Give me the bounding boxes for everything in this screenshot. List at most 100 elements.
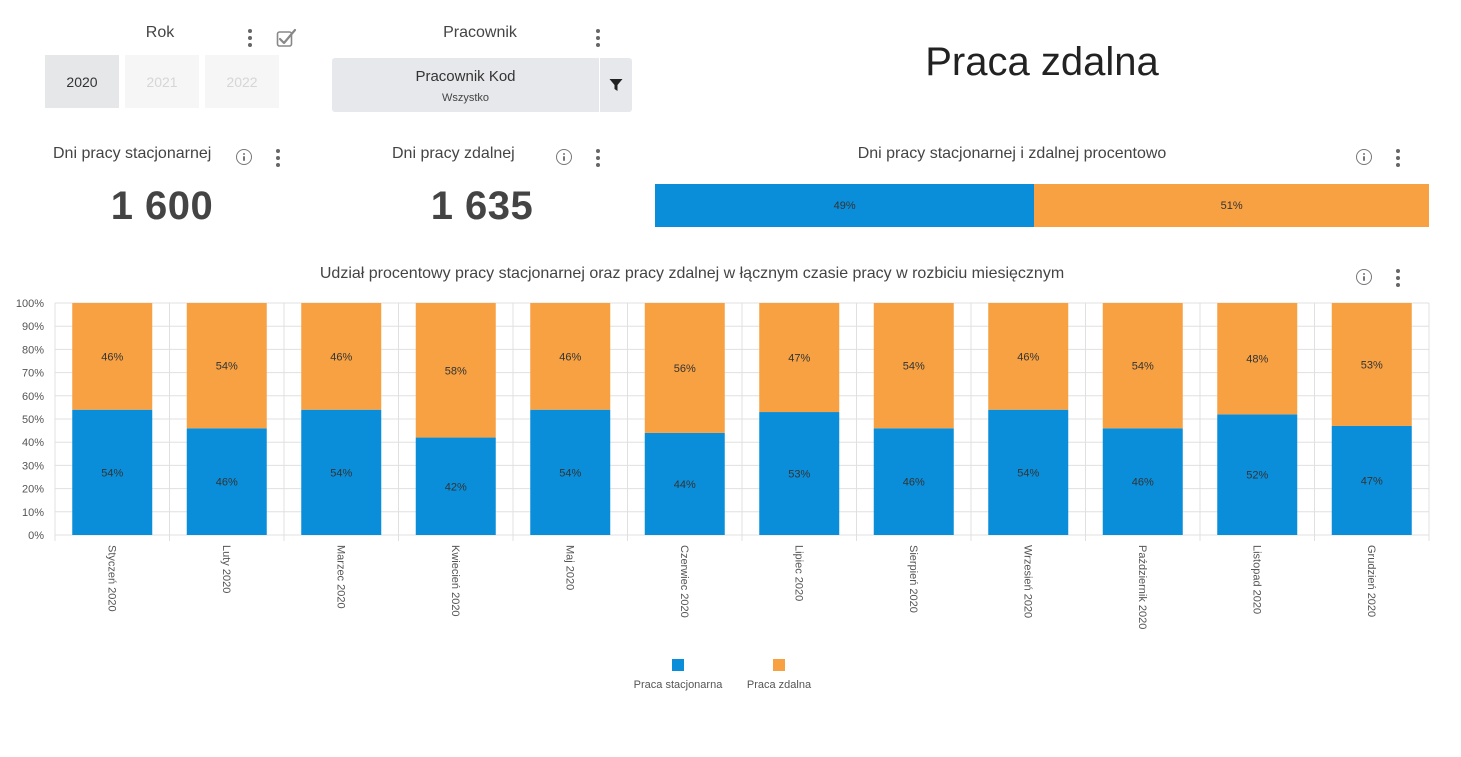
chart-title: Udział procentowy pracy stacjonarnej ora… [319, 265, 1065, 282]
y-tick-label: 10% [22, 507, 44, 519]
data-label: 53% [1361, 359, 1383, 371]
data-label: 52% [1246, 470, 1268, 482]
y-tick-label: 0% [28, 530, 44, 542]
bar-remote[interactable] [988, 303, 1069, 410]
x-tick-label: Maj 2020 [563, 545, 575, 590]
bar-remote[interactable] [415, 303, 496, 438]
kpi-remote-menu-icon[interactable] [592, 149, 604, 167]
bar-remote[interactable] [72, 303, 153, 410]
bar-remote[interactable] [873, 303, 954, 429]
data-label: 58% [445, 365, 467, 377]
data-label: 47% [1361, 475, 1383, 487]
x-tick-label: Lipiec 2020 [792, 545, 804, 601]
bar-office[interactable] [1102, 428, 1183, 535]
kpi-remote-title: Dni pracy zdalnej [392, 145, 515, 162]
kpi-office-menu-icon[interactable] [272, 149, 284, 167]
data-label: 56% [674, 363, 696, 375]
x-tick-label: Październik 2020 [1136, 545, 1148, 629]
data-label: 54% [1017, 467, 1039, 479]
bar-remote[interactable] [530, 303, 611, 410]
x-tick-label: Grudzień 2020 [1365, 545, 1377, 617]
data-label: 46% [101, 351, 123, 363]
bar-office[interactable] [415, 437, 496, 535]
y-tick-label: 20% [22, 484, 44, 496]
year-filter-menu-icon[interactable] [244, 29, 256, 47]
employee-filter-button[interactable] [600, 58, 632, 112]
bar-remote[interactable] [759, 303, 840, 413]
kpi-remote-info-icon[interactable] [556, 149, 572, 165]
x-tick-label: Wrzesień 2020 [1021, 545, 1033, 618]
bar-office[interactable] [873, 428, 954, 535]
bar-office[interactable] [72, 409, 153, 535]
employee-filter-field-label: Pracownik Kod [415, 68, 516, 85]
legend-remote-swatch[interactable] [773, 659, 785, 671]
split-info-icon[interactable] [1356, 149, 1372, 165]
bar-office[interactable] [530, 409, 611, 535]
data-label: 54% [101, 467, 123, 479]
x-tick-label: Kwiecień 2020 [449, 545, 461, 617]
y-tick-label: 40% [22, 437, 44, 449]
x-tick-label: Marzec 2020 [334, 545, 346, 609]
y-tick-label: 60% [22, 391, 44, 403]
data-label: 44% [674, 479, 696, 491]
data-label: 54% [330, 467, 352, 479]
employee-filter-dropdown[interactable]: Pracownik Kod Wszystko [332, 58, 599, 112]
data-label: 46% [559, 351, 581, 363]
split-remote-label: 51% [1220, 199, 1243, 212]
bar-office[interactable] [1331, 425, 1412, 535]
data-label: 54% [903, 361, 925, 373]
data-label: 46% [330, 351, 352, 363]
data-label: 46% [216, 477, 238, 489]
x-tick-label: Czerwiec 2020 [678, 545, 690, 618]
kpi-office-value: 1 600 [110, 184, 214, 228]
year-filter-title: Rok [145, 24, 175, 41]
split-office-label: 49% [833, 199, 856, 212]
data-label: 46% [1017, 351, 1039, 363]
page-title: Praca zdalna [925, 40, 1159, 84]
bar-remote[interactable] [186, 303, 267, 429]
monthly-chart: 0% 10% 20% 30% 40% 50% 60% 70% 80% 90% 100% 54% 46% S… [16, 298, 1430, 629]
y-tick-label: 70% [22, 368, 44, 380]
bar-remote[interactable] [1217, 303, 1298, 415]
x-tick-label: Listopad 2020 [1250, 545, 1262, 614]
year-option-2022[interactable]: 2022 [205, 55, 279, 108]
bar-remote[interactable] [644, 303, 725, 433]
x-tick-label: Luty 2020 [220, 545, 232, 593]
legend-remote-label[interactable]: Praca zdalna [746, 679, 812, 691]
legend-office-swatch[interactable] [672, 659, 684, 671]
data-label: 42% [445, 481, 467, 493]
bar-remote[interactable] [1102, 303, 1183, 429]
kpi-office-info-icon[interactable] [236, 149, 252, 165]
employee-filter-title: Pracownik [443, 24, 517, 41]
y-tick-label: 80% [22, 344, 44, 356]
split-office-bar[interactable]: 49% [655, 184, 1035, 227]
bar-office[interactable] [186, 428, 267, 535]
bar-remote[interactable] [1331, 303, 1412, 426]
chart-info-icon[interactable] [1356, 269, 1372, 285]
data-label: 53% [788, 469, 810, 481]
bar-office[interactable] [1217, 414, 1298, 535]
y-tick-label: 50% [22, 414, 44, 426]
y-tick-label: 30% [22, 460, 44, 472]
bar-office[interactable] [644, 432, 725, 535]
bar-office[interactable] [759, 412, 840, 535]
bar-office[interactable] [988, 409, 1069, 535]
bar-office[interactable] [301, 409, 382, 535]
y-tick-label: 100% [16, 298, 44, 310]
bar-remote[interactable] [301, 303, 382, 410]
data-label: 47% [788, 353, 810, 365]
checkbox-select-icon[interactable] [276, 28, 298, 48]
legend-office-label[interactable]: Praca stacjonarna [633, 679, 723, 691]
year-option-2020[interactable]: 2020 [45, 55, 119, 108]
y-tick-label: 90% [22, 321, 44, 333]
split-title: Dni pracy stacjonarnej i zdalnej procent… [857, 145, 1167, 162]
split-remote-bar[interactable]: 51% [1034, 184, 1429, 227]
split-menu-icon[interactable] [1392, 149, 1404, 167]
chart-menu-icon[interactable] [1392, 269, 1404, 287]
x-tick-label: Sierpień 2020 [907, 545, 919, 613]
year-option-2021[interactable]: 2021 [125, 55, 199, 108]
kpi-office-title: Dni pracy stacjonarnej [53, 145, 212, 162]
data-label: 54% [1132, 361, 1154, 373]
data-label: 54% [559, 467, 581, 479]
employee-filter-menu-icon[interactable] [592, 29, 604, 47]
